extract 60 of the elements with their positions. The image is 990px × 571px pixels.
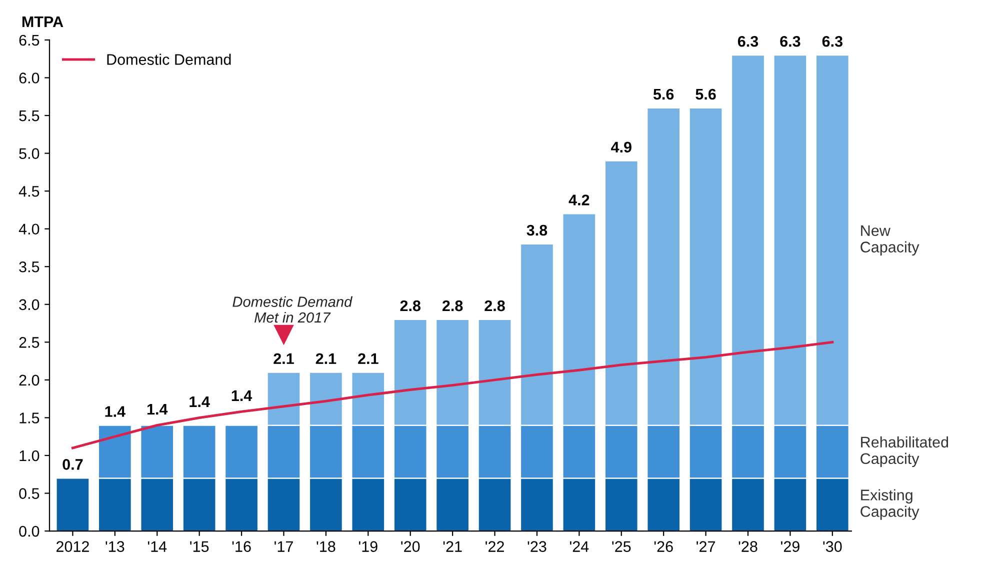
x-tick-label: '14 xyxy=(148,541,167,552)
x-tick-label: '22 xyxy=(486,541,504,552)
y-tick-label: 2.0 xyxy=(19,374,40,386)
total-label: 6.3 xyxy=(822,36,842,47)
total-label: 5.6 xyxy=(696,88,716,100)
y-tick-label: 4.5 xyxy=(18,186,40,197)
y-tick-label: 5.0 xyxy=(19,148,40,159)
series-label: Rehabilitated Capacity xyxy=(860,436,948,468)
x-tick-label: '25 xyxy=(612,541,631,552)
x-tick-label: '30 xyxy=(823,541,842,552)
x-tick-label: '28 xyxy=(738,541,758,552)
total-label: 6.3 xyxy=(738,36,758,47)
y-tick-label: 2.5 xyxy=(19,337,40,348)
total-label: 2.8 xyxy=(484,300,505,312)
y-tick-label: 4.0 xyxy=(18,224,40,235)
y-tick-label: 0.5 xyxy=(19,488,40,499)
total-label: 2.1 xyxy=(316,353,336,364)
x-tick-label: '20 xyxy=(401,541,420,552)
total-label: 2.1 xyxy=(358,353,378,364)
legend-label: Domestic Demand xyxy=(107,54,231,65)
total-label: 4.2 xyxy=(568,194,590,206)
y-tick-label: 5.5 xyxy=(19,110,40,122)
total-label: 3.8 xyxy=(526,224,548,236)
x-tick-label: '17 xyxy=(274,541,293,552)
total-label: 1.4 xyxy=(105,406,126,417)
y-tick-label: 1.0 xyxy=(20,450,40,462)
x-tick-label: 2012 xyxy=(56,541,89,552)
x-tick-label: '26 xyxy=(654,541,673,552)
total-label: 6.3 xyxy=(780,36,800,47)
bar xyxy=(56,478,90,532)
x-tick-label: '27 xyxy=(696,541,715,552)
x-tick-label: '21 xyxy=(443,541,462,552)
x-tick-label: '18 xyxy=(316,541,336,552)
x-tick-label: '29 xyxy=(781,541,800,552)
x-tick-label: '24 xyxy=(570,541,589,552)
y-tick-label: 3.0 xyxy=(19,299,40,310)
series-label: Existing Capacity xyxy=(860,489,920,520)
x-tick-label: '19 xyxy=(358,541,378,552)
y-tick-label: 3.5 xyxy=(19,261,40,272)
total-label: 1.4 xyxy=(190,396,210,407)
y-tick-label: 6.5 xyxy=(19,34,40,46)
total-label: 4.9 xyxy=(610,142,632,153)
total-label: 2.8 xyxy=(442,300,463,312)
x-tick-label: '15 xyxy=(190,541,209,552)
annotation: Domestic Demand Met in 2017 xyxy=(232,296,353,323)
y-tick-label: 6.0 xyxy=(19,72,40,84)
total-label: 2.1 xyxy=(274,353,294,364)
x-tick-label: '16 xyxy=(232,541,251,552)
series-label: New Capacity xyxy=(860,225,920,256)
total-label: 1.4 xyxy=(232,390,252,401)
x-tick-label: '13 xyxy=(106,541,124,552)
y-tick-label: 1.5 xyxy=(20,412,40,424)
x-tick-label: '23 xyxy=(528,541,546,552)
y-tick-label: 0.0 xyxy=(19,526,40,537)
total-label: 5.6 xyxy=(653,88,674,100)
total-label: 2.8 xyxy=(400,300,421,312)
total-label: 0.7 xyxy=(62,459,83,470)
line-series xyxy=(71,340,834,450)
y-axis-title: MTPA xyxy=(22,16,64,27)
total-label: 1.4 xyxy=(147,404,168,415)
